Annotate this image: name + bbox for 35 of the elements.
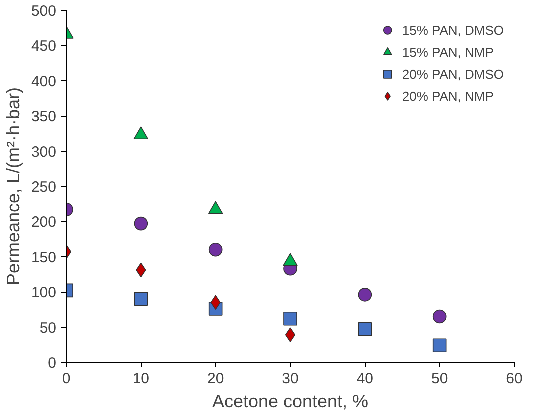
point bbox=[432, 338, 447, 353]
y-tick-label: 0 bbox=[48, 355, 56, 372]
point bbox=[432, 310, 447, 324]
y-tick-label: 250 bbox=[31, 179, 57, 196]
legend-label: 20% PAN, DMSO bbox=[402, 66, 504, 82]
x-tick-label: 0 bbox=[62, 370, 71, 388]
x-tick-label: 50 bbox=[431, 370, 448, 388]
point bbox=[358, 322, 372, 336]
point bbox=[208, 201, 224, 214]
y-tick-label: 50 bbox=[40, 320, 57, 337]
x-tick-label: 10 bbox=[132, 370, 150, 388]
legend-label: 20% PAN, NMP bbox=[402, 88, 494, 104]
y-tick-label: 300 bbox=[31, 144, 57, 161]
x-tick-label: 30 bbox=[282, 370, 299, 388]
y-axis-title: Permeance, L/(m²·h·bar) bbox=[3, 87, 24, 286]
point bbox=[134, 292, 148, 306]
x-tick-label: 60 bbox=[506, 370, 523, 388]
y-tick-label: 150 bbox=[31, 249, 57, 266]
legend-label: 15% PAN, NMP bbox=[402, 44, 494, 60]
y-tick-label: 400 bbox=[31, 73, 57, 90]
point bbox=[208, 242, 223, 257]
y-tick-label: 200 bbox=[31, 214, 57, 232]
y-tick-label: 100 bbox=[31, 284, 57, 302]
y-tick-label: 350 bbox=[31, 108, 57, 126]
point bbox=[285, 328, 296, 342]
x-axis-title: Acetone content, % bbox=[212, 392, 369, 412]
point bbox=[284, 312, 298, 326]
point bbox=[134, 216, 148, 231]
x-tick-label: 40 bbox=[356, 370, 374, 388]
y-tick-label: 500 bbox=[31, 3, 57, 20]
legend-label: 15% PAN, DMSO bbox=[402, 22, 504, 38]
x-tick-label: 20 bbox=[207, 370, 224, 388]
point bbox=[134, 126, 149, 140]
point bbox=[358, 288, 372, 302]
y-tick-label: 450 bbox=[31, 38, 57, 56]
